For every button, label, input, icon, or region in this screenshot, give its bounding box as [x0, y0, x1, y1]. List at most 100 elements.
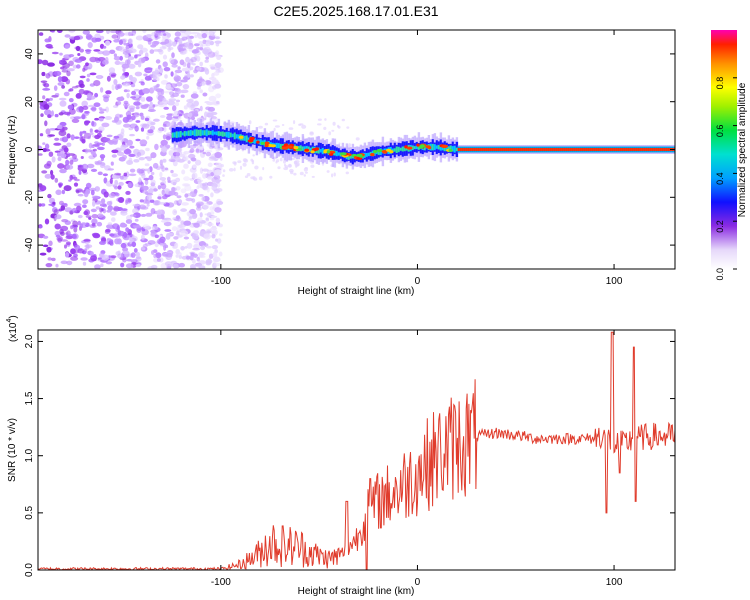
noise-blob [156, 48, 163, 53]
noise-blob [135, 35, 144, 41]
noise-blob [68, 30, 76, 33]
noise-blob [206, 111, 214, 117]
track-band-inner [473, 148, 477, 151]
track-band-inner [307, 146, 311, 152]
track-band-inner [611, 148, 615, 151]
track-hotspot [406, 146, 413, 150]
track-band-inner [549, 148, 553, 151]
noise-blob [215, 36, 220, 40]
noise-blob [189, 35, 194, 39]
noise-blob [355, 137, 360, 141]
noise-blob [176, 195, 182, 199]
noise-blob [177, 66, 181, 70]
noise-blob [215, 162, 222, 167]
track-band-inner [629, 148, 633, 151]
noise-blob [123, 42, 129, 46]
snr-series-line [38, 331, 675, 570]
noise-blob [102, 204, 108, 208]
noise-blob [82, 105, 89, 111]
noise-blob [45, 98, 50, 102]
noise-blob [216, 55, 222, 60]
noise-blob [275, 160, 278, 164]
track-band-inner [577, 148, 581, 151]
noise-blob [165, 136, 171, 141]
noise-blob [157, 196, 162, 200]
track-band-inner [279, 143, 283, 148]
noise-blob [130, 83, 136, 88]
track-band-inner [485, 148, 489, 151]
track-band-inner [213, 131, 217, 135]
track-band-inner [533, 148, 537, 151]
noise-blob [183, 176, 190, 181]
snr-y-tick-label: 1.5 [24, 391, 35, 405]
noise-blob [81, 114, 86, 120]
noise-blob [39, 252, 47, 256]
noise-blob [78, 88, 85, 95]
noise-blob [44, 173, 52, 179]
noise-blob [49, 128, 57, 131]
colorbar-tick-label: 0.6 [715, 125, 725, 138]
track-hotspot [247, 139, 254, 143]
noise-blob [345, 171, 349, 175]
noise-blob [170, 159, 176, 163]
noise-blob [142, 189, 148, 194]
track-band-inner [635, 148, 639, 151]
noise-blob [189, 66, 194, 71]
noise-blob [183, 157, 188, 161]
noise-blob [187, 72, 191, 78]
noise-blob [128, 153, 136, 157]
colorbar-label: Normalized spectral amplitude [737, 82, 748, 217]
noise-blob [198, 41, 204, 45]
noise-blob [76, 205, 82, 212]
colorbar: 0.0 0.2 0.4 0.6 0.8 Normalized spectral ampl… [711, 30, 748, 281]
noise-blob [42, 82, 46, 86]
noise-blob [135, 251, 140, 258]
noise-blob [89, 128, 93, 133]
noise-blob [64, 207, 73, 213]
noise-blob [162, 97, 167, 102]
track-band-inner [519, 148, 523, 151]
snr-y-label: SNR (10 * v/v) [7, 418, 18, 482]
noise-blob [56, 125, 63, 130]
noise-blob [50, 174, 55, 180]
noise-blob [160, 220, 168, 223]
noise-blob [112, 223, 120, 230]
track-band-inner [195, 129, 199, 137]
noise-blob [190, 93, 199, 99]
noise-blob [94, 92, 99, 98]
track-band-inner [535, 148, 539, 151]
track-hotspot [419, 144, 425, 148]
noise-blob [38, 225, 43, 229]
noise-blob [58, 183, 62, 188]
noise-blob [175, 215, 181, 220]
noise-blob [166, 32, 171, 38]
noise-blob [85, 182, 92, 189]
noise-blob [159, 171, 163, 178]
noise-blob [91, 214, 99, 219]
noise-blob [87, 42, 93, 49]
noise-blob [61, 85, 65, 89]
noise-blob [331, 129, 335, 132]
noise-blob [140, 206, 149, 210]
noise-blob [146, 34, 152, 38]
noise-blob [140, 79, 144, 82]
noise-blob [182, 50, 188, 55]
noise-blob [115, 234, 122, 238]
colorbar-tick-label: 0.4 [715, 172, 725, 185]
noise-blob [195, 148, 200, 153]
noise-blob [82, 130, 87, 134]
noise-blob [216, 188, 223, 192]
track-band-inner [573, 148, 577, 151]
noise-blob [90, 208, 97, 213]
noise-blob [144, 179, 149, 185]
track-band-inner [507, 148, 511, 151]
noise-blob [45, 43, 53, 49]
noise-blob [219, 233, 223, 237]
noise-blob [77, 53, 81, 56]
noise-blob [44, 109, 52, 116]
noise-blob [48, 134, 55, 137]
noise-blob [79, 131, 83, 137]
noise-blob [123, 100, 129, 105]
noise-blob [85, 62, 89, 66]
noise-blob [170, 71, 174, 77]
